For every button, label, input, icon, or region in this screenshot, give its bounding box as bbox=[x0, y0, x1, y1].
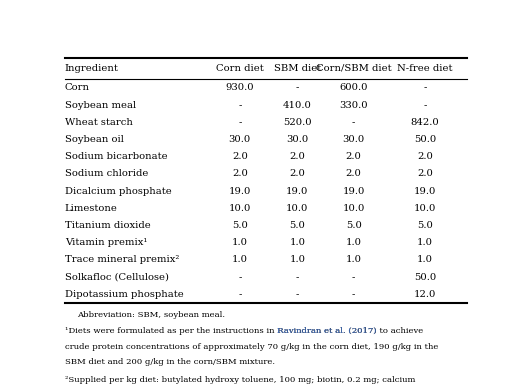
Text: Ravindran et al. (2017): Ravindran et al. (2017) bbox=[277, 327, 377, 335]
Text: 2.0: 2.0 bbox=[232, 152, 248, 161]
Text: 410.0: 410.0 bbox=[283, 101, 312, 110]
Text: 5.0: 5.0 bbox=[290, 221, 305, 230]
Text: 1.0: 1.0 bbox=[346, 238, 362, 247]
Text: 1.0: 1.0 bbox=[417, 238, 433, 247]
Text: Limestone: Limestone bbox=[65, 204, 118, 213]
Text: Soybean oil: Soybean oil bbox=[65, 135, 124, 144]
Text: 10.0: 10.0 bbox=[414, 204, 436, 213]
Text: -: - bbox=[296, 290, 299, 299]
Text: Wheat starch: Wheat starch bbox=[65, 118, 133, 127]
Text: Corn/SBM diet: Corn/SBM diet bbox=[316, 64, 391, 73]
Text: ¹Diets were formulated as per the instructions in: ¹Diets were formulated as per the instru… bbox=[65, 327, 277, 335]
Text: Vitamin premix¹: Vitamin premix¹ bbox=[65, 238, 147, 247]
Text: Titanium dioxide: Titanium dioxide bbox=[65, 221, 151, 230]
Text: 5.0: 5.0 bbox=[417, 221, 433, 230]
Text: 19.0: 19.0 bbox=[414, 187, 436, 196]
Text: -: - bbox=[296, 83, 299, 93]
Text: 30.0: 30.0 bbox=[286, 135, 308, 144]
Text: Sodium bicarbonate: Sodium bicarbonate bbox=[65, 152, 168, 161]
Text: 5.0: 5.0 bbox=[346, 221, 362, 230]
Text: 30.0: 30.0 bbox=[229, 135, 251, 144]
Text: Corn: Corn bbox=[65, 83, 90, 93]
Text: 1.0: 1.0 bbox=[232, 238, 248, 247]
Text: -: - bbox=[423, 83, 427, 93]
Text: Trace mineral premix²: Trace mineral premix² bbox=[65, 256, 179, 265]
Text: 930.0: 930.0 bbox=[226, 83, 254, 93]
Text: 2.0: 2.0 bbox=[417, 169, 433, 178]
Text: 600.0: 600.0 bbox=[339, 83, 368, 93]
Text: -: - bbox=[238, 101, 241, 110]
Text: 1.0: 1.0 bbox=[232, 256, 248, 265]
Text: 2.0: 2.0 bbox=[290, 169, 305, 178]
Text: -: - bbox=[352, 290, 356, 299]
Text: -: - bbox=[238, 290, 241, 299]
Text: -: - bbox=[352, 273, 356, 282]
Text: crude protein concentrations of approximately 70 g/kg in the corn diet, 190 g/kg: crude protein concentrations of approxim… bbox=[65, 343, 438, 351]
Text: 1.0: 1.0 bbox=[290, 238, 305, 247]
Text: 1.0: 1.0 bbox=[290, 256, 305, 265]
Text: Solkafloc (Cellulose): Solkafloc (Cellulose) bbox=[65, 273, 169, 282]
Text: -: - bbox=[238, 118, 241, 127]
Text: 520.0: 520.0 bbox=[283, 118, 312, 127]
Text: N-free diet: N-free diet bbox=[397, 64, 453, 73]
Text: -: - bbox=[423, 101, 427, 110]
Text: Ingredient: Ingredient bbox=[65, 64, 119, 73]
Text: 2.0: 2.0 bbox=[417, 152, 433, 161]
Text: Abbreviation: SBM, soybean meal.: Abbreviation: SBM, soybean meal. bbox=[77, 310, 225, 319]
Text: 19.0: 19.0 bbox=[343, 187, 365, 196]
Text: 10.0: 10.0 bbox=[286, 204, 309, 213]
Text: 10.0: 10.0 bbox=[229, 204, 251, 213]
Text: Soybean meal: Soybean meal bbox=[65, 101, 136, 110]
Text: 19.0: 19.0 bbox=[286, 187, 309, 196]
Text: 2.0: 2.0 bbox=[290, 152, 305, 161]
Text: Dipotassium phosphate: Dipotassium phosphate bbox=[65, 290, 184, 299]
Text: SBM diet: SBM diet bbox=[274, 64, 321, 73]
Text: ¹Diets were formulated as per the instructions in Ravindran et al. (2017) to ach: ¹Diets were formulated as per the instru… bbox=[65, 327, 423, 335]
Text: ²Supplied per kg diet: butylated hydroxy toluene, 100 mg; biotin, 0.2 mg; calciu: ²Supplied per kg diet: butylated hydroxy… bbox=[65, 376, 415, 385]
Text: 330.0: 330.0 bbox=[339, 101, 368, 110]
Text: 5.0: 5.0 bbox=[232, 221, 248, 230]
Text: 1.0: 1.0 bbox=[346, 256, 362, 265]
Text: Dicalcium phosphate: Dicalcium phosphate bbox=[65, 187, 172, 196]
Text: -: - bbox=[296, 273, 299, 282]
Text: -: - bbox=[238, 273, 241, 282]
Text: 30.0: 30.0 bbox=[343, 135, 365, 144]
Text: 2.0: 2.0 bbox=[346, 152, 362, 161]
Text: 50.0: 50.0 bbox=[414, 135, 436, 144]
Text: -: - bbox=[352, 118, 356, 127]
Text: 2.0: 2.0 bbox=[346, 169, 362, 178]
Text: 10.0: 10.0 bbox=[343, 204, 365, 213]
Text: SBM diet and 200 g/kg in the corn/SBM mixture.: SBM diet and 200 g/kg in the corn/SBM mi… bbox=[65, 358, 275, 367]
Text: 12.0: 12.0 bbox=[414, 290, 436, 299]
Text: Corn diet: Corn diet bbox=[216, 64, 264, 73]
Text: 19.0: 19.0 bbox=[229, 187, 251, 196]
Text: 1.0: 1.0 bbox=[417, 256, 433, 265]
Text: Sodium chloride: Sodium chloride bbox=[65, 169, 148, 178]
Text: 50.0: 50.0 bbox=[414, 273, 436, 282]
Text: 842.0: 842.0 bbox=[411, 118, 439, 127]
Text: 2.0: 2.0 bbox=[232, 169, 248, 178]
